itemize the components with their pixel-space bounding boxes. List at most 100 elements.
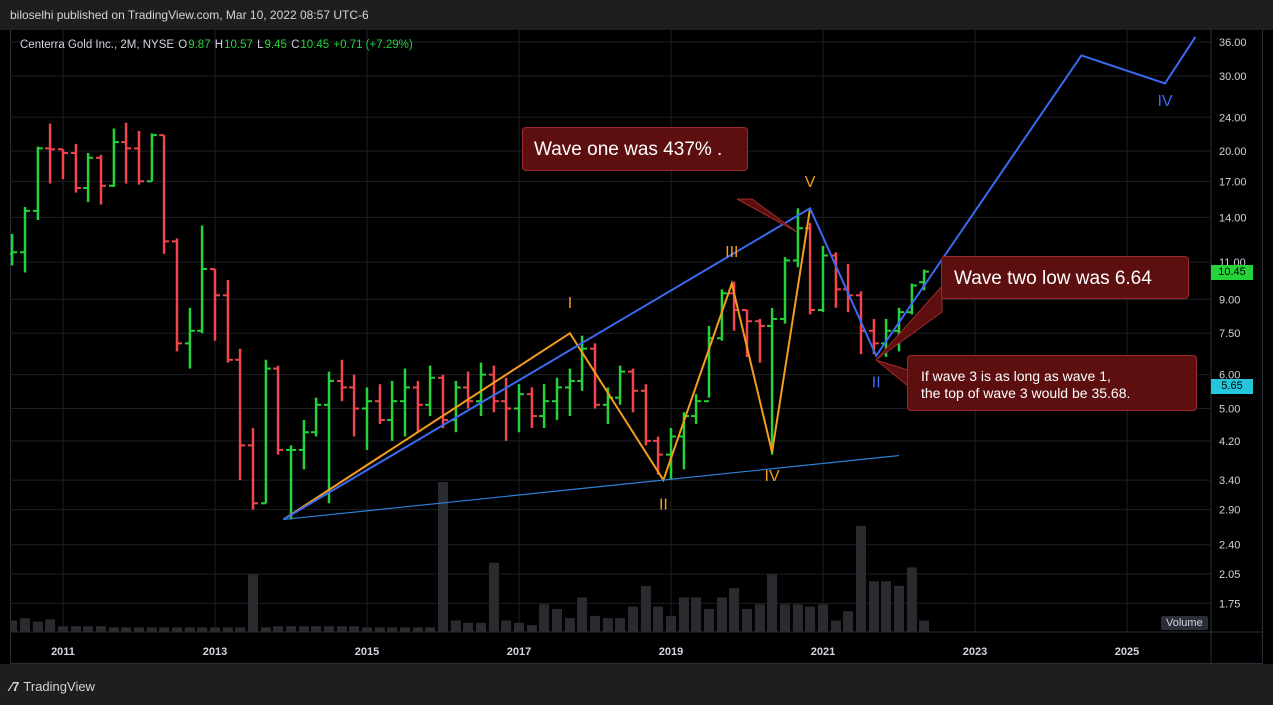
time-tick-label: 2011 xyxy=(51,646,75,658)
volume-bar xyxy=(843,611,854,632)
high-label: H xyxy=(214,39,224,51)
wave-label: II xyxy=(659,497,668,514)
volume-bar xyxy=(463,622,474,632)
open-label: O xyxy=(178,39,188,51)
volume-bar xyxy=(362,627,372,632)
volume-bar xyxy=(45,619,56,632)
volume-bar xyxy=(894,585,904,632)
callout-wave-two: Wave two low was 6.64 xyxy=(941,256,1189,299)
volume-bar xyxy=(919,620,930,632)
price-tick-label: 1.75 xyxy=(1219,598,1240,610)
trend-line-line xyxy=(283,454,900,521)
volume-bar xyxy=(666,615,676,632)
time-tick-label: 2015 xyxy=(355,646,379,658)
blue-wave-line xyxy=(282,36,1197,521)
volume-bar xyxy=(704,608,714,632)
volume-bar xyxy=(146,627,157,632)
volume-bar xyxy=(526,625,537,632)
callout-wave-three-line1: If wave 3 is as long as wave 1, xyxy=(921,368,1111,384)
volume-bar xyxy=(58,626,68,632)
volume-bar xyxy=(425,627,436,632)
volume-bar xyxy=(184,627,195,632)
volume-bar xyxy=(564,618,575,632)
volume-bar xyxy=(260,627,271,632)
volume-bar xyxy=(210,627,220,632)
volume-bar xyxy=(602,618,613,632)
volume-bar xyxy=(108,627,119,632)
volume-bar xyxy=(906,567,917,632)
callout-wave-three-pointer xyxy=(875,359,909,388)
close-value: 10.45 xyxy=(300,39,330,51)
wave-label: III xyxy=(725,244,738,261)
volume-bar xyxy=(868,581,879,632)
volume-bar xyxy=(324,626,334,632)
price-tick-label: 17.00 xyxy=(1219,176,1247,188)
volume-bar xyxy=(10,620,18,632)
volume-bar xyxy=(32,621,43,632)
open-value: 9.87 xyxy=(188,39,211,51)
price-chart[interactable]: IIIIIIIVVIIIVIII36.0030.0024.0020.0017.0… xyxy=(10,30,1263,664)
volume-bar xyxy=(235,627,246,632)
footer-bar: ⁄7 TradingView xyxy=(0,664,1273,705)
callout-wave-three-line2: the top of wave 3 would be 35.68. xyxy=(921,385,1131,401)
time-tick-label: 2019 xyxy=(659,646,683,658)
volume-bar xyxy=(298,626,309,632)
price-tick-label: 2.90 xyxy=(1219,505,1240,517)
volume-bar xyxy=(121,627,132,632)
volume-bar xyxy=(792,604,803,632)
wave-label: V xyxy=(805,174,816,191)
price-tick-label: 4.20 xyxy=(1219,436,1240,448)
volume-bar xyxy=(311,626,322,632)
volume-bar xyxy=(691,597,702,632)
volume-bar xyxy=(590,615,600,632)
tradingview-logo-text: TradingView xyxy=(23,679,95,694)
volume-bar xyxy=(172,627,182,632)
volume-bar xyxy=(818,604,828,632)
time-tick-label: 2017 xyxy=(507,646,531,658)
low-value: 9.45 xyxy=(264,39,287,51)
volume-bar xyxy=(805,606,816,632)
volume-bar xyxy=(754,604,765,632)
volume-bar xyxy=(501,620,512,632)
volume-bar xyxy=(197,627,208,632)
wave-label: I xyxy=(568,295,572,312)
price-tick-label: 20.00 xyxy=(1219,146,1247,158)
change-value: +0.71 (+7.29%) xyxy=(333,39,413,51)
published-info: biloselhi published on TradingView.com, … xyxy=(10,8,369,22)
price-tick-label: 7.50 xyxy=(1219,328,1240,340)
volume-bar xyxy=(640,585,651,632)
wave-label: IV xyxy=(1157,93,1172,110)
callout-wave-one: Wave one was 437% . xyxy=(522,127,748,171)
volume-bar xyxy=(83,626,94,632)
volume-bar xyxy=(96,626,106,632)
last-price-tag: 10.45 xyxy=(1211,264,1253,280)
price-tick-label: 36.00 xyxy=(1219,37,1247,49)
wave-label: III xyxy=(1075,30,1088,34)
tradingview-logo[interactable]: ⁄7 TradingView xyxy=(10,679,95,694)
volume-bar xyxy=(400,627,410,632)
volume-bar xyxy=(374,627,385,632)
top-bar: biloselhi published on TradingView.com, … xyxy=(0,0,1273,30)
volume-bar xyxy=(780,604,790,632)
secondary-price-tag: 5.65 xyxy=(1211,378,1253,394)
volume-bar xyxy=(248,574,258,632)
price-tick-label: 14.00 xyxy=(1219,212,1247,224)
volume-bar xyxy=(742,608,752,632)
volume-bar xyxy=(678,597,689,632)
volume-bar xyxy=(20,618,30,632)
wave-label: II xyxy=(872,374,881,391)
orange-wave-line xyxy=(282,208,812,521)
volume-label: Volume xyxy=(1161,616,1208,630)
volume-bar xyxy=(856,525,866,632)
price-tick-label: 30.00 xyxy=(1219,71,1247,83)
price-tick-label: 5.00 xyxy=(1219,403,1240,415)
chart-frame xyxy=(10,30,1263,664)
volume-bar xyxy=(830,620,841,632)
volume-bar xyxy=(653,606,664,632)
volume-bar xyxy=(70,626,81,632)
symbol-legend: Centerra Gold Inc., 2M, NYSE O9.87 H10.5… xyxy=(20,39,414,51)
price-tick-label: 3.40 xyxy=(1219,475,1240,487)
price-tick-label: 2.05 xyxy=(1219,569,1240,581)
volume-bar xyxy=(767,574,778,632)
price-tick-label: 9.00 xyxy=(1219,294,1240,306)
